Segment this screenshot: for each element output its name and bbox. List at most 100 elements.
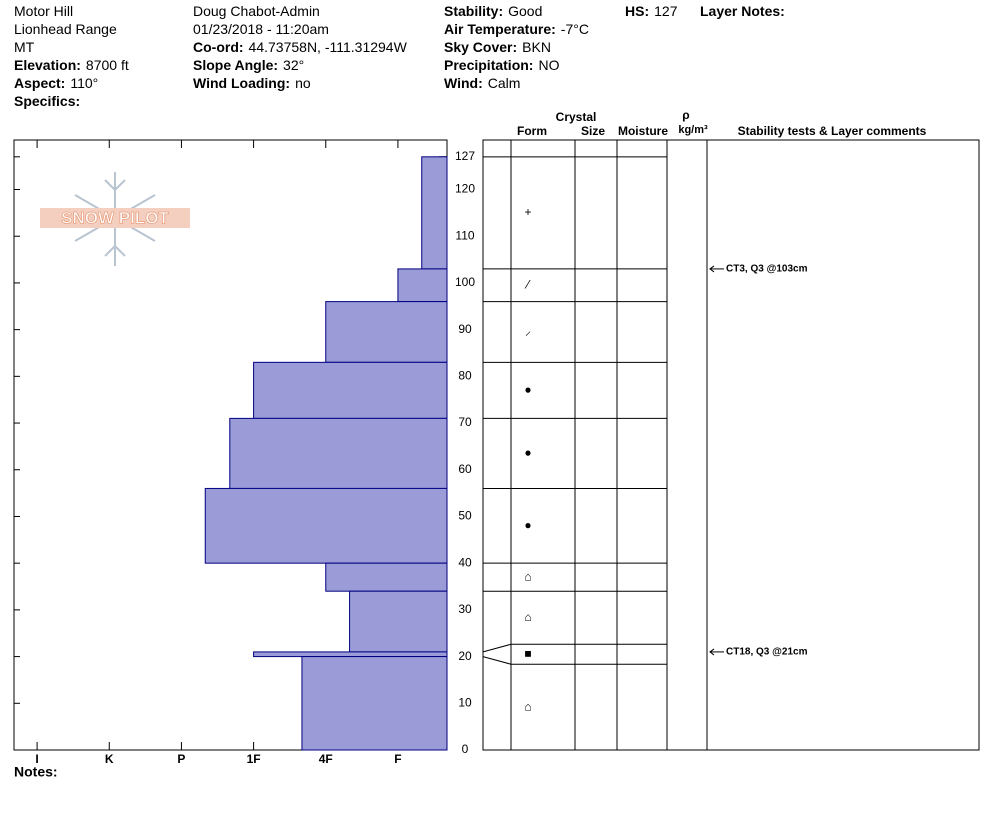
field-value: 01/23/2018 - 11:20am: [193, 21, 329, 37]
y-tick-label: 50: [458, 509, 472, 523]
field-label: Stability:: [444, 3, 503, 19]
hardness-bar: [325, 301, 448, 363]
field-value: NO: [538, 57, 559, 73]
grain-form: ⁄: [524, 277, 531, 291]
header-field: MT: [14, 39, 35, 55]
grain-form: ⌂: [524, 610, 531, 624]
field-label: Co-ord:: [193, 39, 244, 55]
header-field: 01/23/2018 - 11:20am: [193, 21, 329, 37]
field-value: 127: [654, 3, 678, 19]
grain-form: ⌂: [524, 569, 531, 583]
x-tick-label: 1F: [247, 752, 261, 766]
header-field: Co-ord: 44.73758N, -111.31294W: [193, 39, 408, 55]
layer-boundary: [482, 656, 667, 665]
hardness-bar: [421, 156, 448, 270]
header-field: Sky Cover: BKN: [444, 39, 551, 55]
field-value: 8700 ft: [86, 57, 129, 73]
y-tick-label: 70: [458, 415, 472, 429]
col-header: Moisture: [618, 124, 668, 138]
x-tick-label: K: [105, 752, 114, 766]
field-value: Lionhead Range: [14, 21, 117, 37]
field-label: Air Temperature:: [444, 21, 556, 37]
header-field: Motor Hill: [14, 3, 73, 19]
grain-form: ●: [524, 518, 531, 532]
x-tick-label: F: [394, 752, 401, 766]
field-value: Calm: [488, 75, 521, 91]
test-arrowhead: [709, 648, 715, 656]
field-label: Aspect:: [14, 75, 65, 91]
y-tick-label: 60: [458, 462, 472, 476]
hardness-bar: [253, 361, 448, 419]
header-field: Precipitation: NO: [444, 57, 560, 73]
grain-form: ●: [524, 446, 531, 460]
header-field: HS: 127: [625, 3, 678, 19]
field-value: BKN: [522, 39, 551, 55]
y-tick-label: 0: [462, 742, 469, 756]
field-label: Layer Notes:: [700, 3, 785, 19]
hardness-bar: [349, 590, 448, 653]
y-tick-label: 20: [458, 649, 472, 663]
header-field: Slope Angle: 32°: [193, 57, 304, 73]
grain-form: ⸝: [525, 324, 531, 338]
hardness-bar: [325, 562, 448, 592]
col-header: kg/m³: [678, 124, 708, 136]
logo: SNOW PILOT: [40, 172, 190, 266]
hardness-bar: [253, 651, 448, 658]
header-field: Specifics:: [14, 93, 80, 109]
grain-form: ⌂: [524, 699, 531, 713]
field-label: Slope Angle:: [193, 57, 278, 73]
field-label: Precipitation:: [444, 57, 533, 73]
field-value: MT: [14, 39, 35, 55]
y-tick-label: 80: [458, 369, 472, 383]
field-label: Sky Cover:: [444, 39, 517, 55]
y-tick-label: 90: [458, 322, 472, 336]
y-tick-label: 100: [455, 275, 475, 289]
field-value: Doug Chabot-Admin: [193, 3, 320, 19]
hardness-bar: [204, 487, 448, 564]
grain-form: ■: [524, 646, 531, 660]
field-value: no: [295, 75, 311, 91]
header-field: Layer Notes:: [700, 3, 785, 19]
col-header: ρ: [682, 108, 689, 122]
hardness-bar: [229, 417, 448, 489]
header-field: Air Temperature: -7°C: [444, 21, 589, 37]
header-field: Lionhead Range: [14, 21, 117, 37]
layer-table-frame: [482, 139, 980, 751]
field-value: Good: [508, 3, 542, 19]
layer-boundary: [482, 643, 667, 653]
grain-form: ●: [524, 383, 531, 397]
field-value: Motor Hill: [14, 3, 73, 19]
field-value: -7°C: [561, 21, 589, 37]
field-label: Specifics:: [14, 93, 80, 109]
y-tick-label: 127: [455, 149, 475, 163]
notes-label: Notes:: [14, 764, 58, 780]
field-label: HS:: [625, 3, 649, 19]
field-value: 44.73758N, -111.31294W: [249, 39, 408, 55]
y-tick-label: 120: [455, 182, 475, 196]
header-field: Aspect: 110°: [14, 75, 98, 91]
hardness-bar: [301, 656, 448, 751]
header-field: Wind Loading: no: [193, 75, 311, 91]
header-field: Doug Chabot-Admin: [193, 3, 320, 19]
header-field: Stability: Good: [444, 3, 542, 19]
field-label: Elevation:: [14, 57, 81, 73]
col-header: Stability tests & Layer comments: [738, 124, 927, 138]
field-label: Wind:: [444, 75, 483, 91]
header-field: Wind: Calm: [444, 75, 520, 91]
grain-form: +: [524, 205, 531, 219]
col-header: Crystal: [556, 110, 597, 124]
col-header: Size: [581, 124, 605, 138]
field-value: 110°: [70, 75, 98, 91]
y-tick-label: 110: [455, 228, 474, 242]
x-tick-label: I: [35, 752, 38, 766]
field-value: 32°: [283, 57, 304, 73]
col-header: Form: [517, 124, 547, 138]
test-label: CT3, Q3 @103cm: [726, 264, 808, 275]
hardness-bar: [397, 268, 448, 303]
header-field: Elevation: 8700 ft: [14, 57, 129, 73]
x-tick-label: P: [177, 752, 185, 766]
test-label: CT18, Q3 @21cm: [726, 647, 808, 658]
y-tick-label: 40: [458, 555, 472, 569]
y-tick-label: 30: [458, 602, 472, 616]
